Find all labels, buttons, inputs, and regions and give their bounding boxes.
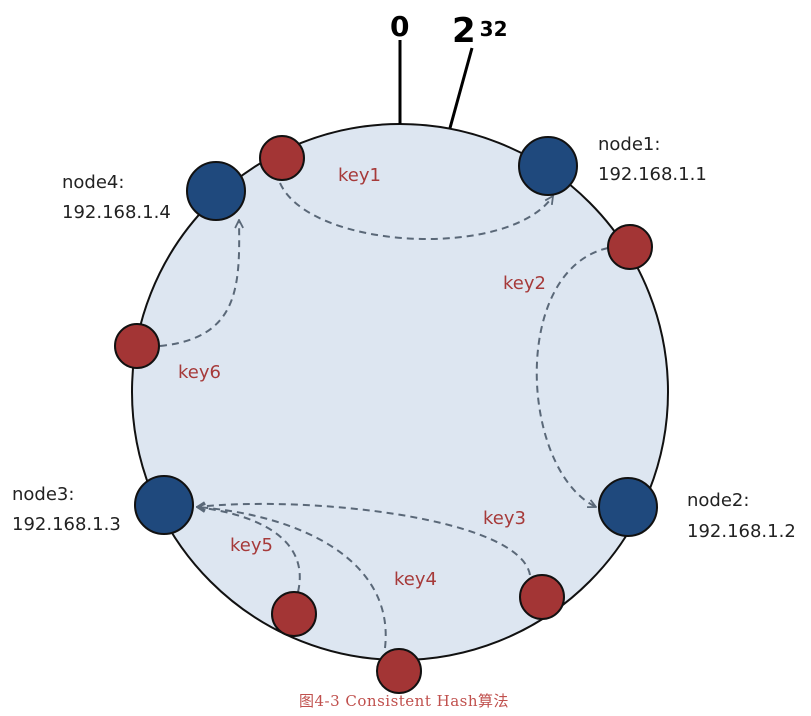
- key6-label: key6: [178, 362, 221, 383]
- node2-ip-label: 192.168.1.2: [687, 521, 796, 542]
- key4-point: [376, 648, 422, 694]
- node4-ip-label: 192.168.1.4: [62, 202, 171, 223]
- node2-name-label: node2:: [687, 490, 749, 511]
- arrow-key1-to-node1: [279, 182, 553, 240]
- key5-label: key5: [230, 535, 273, 556]
- key3-point: [519, 574, 565, 620]
- node1-marker: [518, 136, 578, 196]
- arrow-key2-to-node2: [535, 247, 609, 507]
- max-marker-exponent: 32: [480, 17, 508, 41]
- node3-ip-label: 192.168.1.3: [12, 514, 121, 535]
- key5-point: [271, 591, 317, 637]
- key2-point: [607, 224, 653, 270]
- key6-point: [114, 323, 160, 369]
- node1-ip-label: 192.168.1.1: [598, 164, 707, 185]
- max-marker-label: 2 32: [452, 11, 508, 51]
- node2-marker: [598, 477, 658, 537]
- node1-name-label: node1:: [598, 134, 660, 155]
- max-marker-line: [448, 47, 474, 129]
- figure-caption: 图4-3 Consistent Hash算法: [299, 692, 509, 710]
- node3-marker: [134, 475, 194, 535]
- node4-marker: [186, 161, 246, 221]
- max-marker-base: 2: [452, 11, 476, 51]
- key3-label: key3: [483, 508, 526, 529]
- key1-label: key1: [338, 165, 381, 186]
- arrow-key5-to-node3: [197, 507, 301, 593]
- key4-label: key4: [394, 569, 437, 590]
- arrow-key3-to-node3: [197, 504, 531, 576]
- zero-marker-label: 0: [390, 10, 409, 43]
- key1-point: [259, 135, 305, 181]
- key2-label: key2: [503, 273, 546, 294]
- node4-name-label: node4:: [62, 172, 124, 193]
- arrow-key6-to-node4: [159, 220, 239, 347]
- node3-name-label: node3:: [12, 484, 74, 505]
